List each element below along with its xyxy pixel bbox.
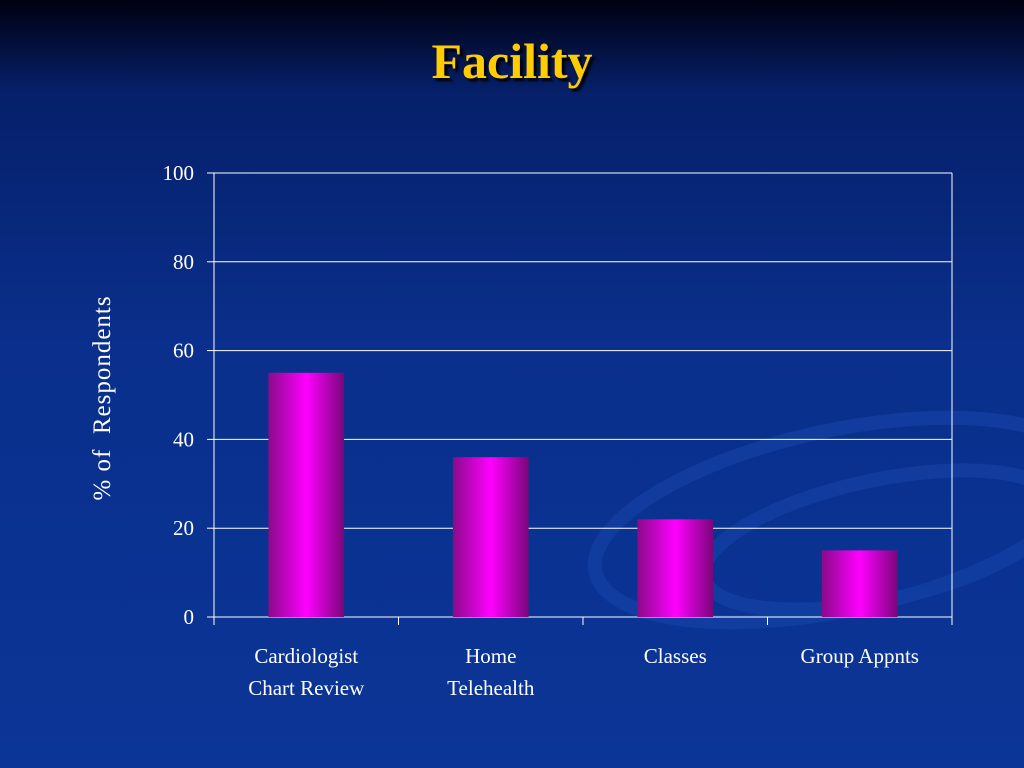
bar: [637, 519, 714, 617]
y-tick-label: 100: [163, 161, 195, 185]
y-tick-label: 0: [184, 605, 195, 629]
y-tick-label: 60: [173, 339, 194, 363]
y-tick-label: 40: [173, 427, 194, 451]
chart-title: Facility: [431, 33, 593, 89]
y-axis-label: % of Respondents: [89, 295, 116, 501]
x-tick-label: Home Telehealth: [447, 644, 535, 700]
bar: [821, 550, 898, 617]
bar: [452, 457, 529, 617]
x-tick-label: Group Appnts: [800, 644, 919, 668]
bar: [268, 372, 345, 617]
x-tick-label: Classes: [643, 644, 707, 668]
x-tick-label: Cardiologist Chart Review: [248, 644, 365, 700]
y-tick-label: 80: [173, 250, 194, 274]
y-tick-label: 20: [173, 516, 194, 540]
